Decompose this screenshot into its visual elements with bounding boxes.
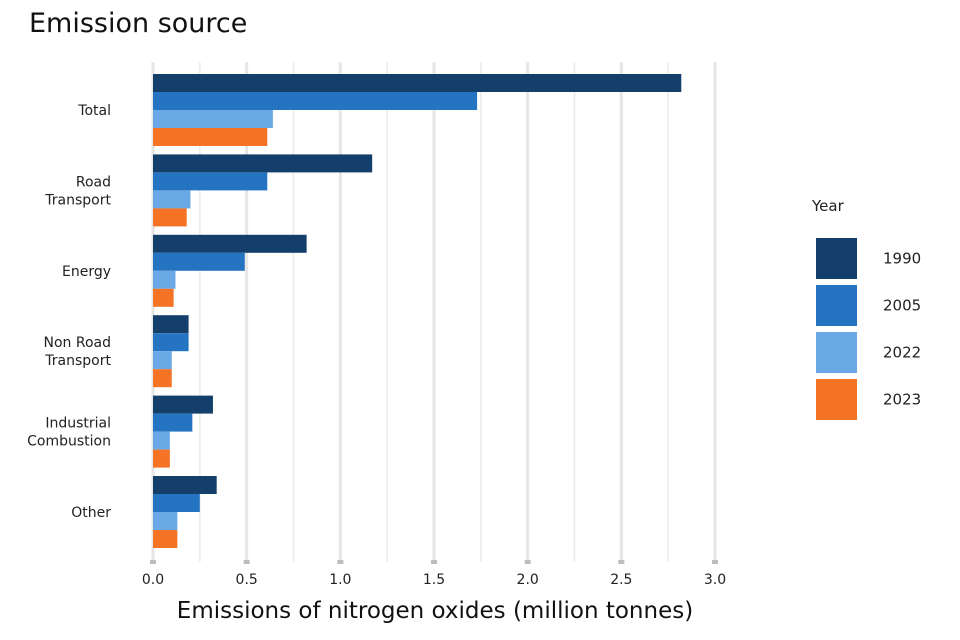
legend-title: Year [811,197,845,215]
chart-title: Emission source [29,8,247,39]
bar-2005-total [153,92,478,110]
bar-2023-total [153,128,268,146]
y-category-label: Total [77,103,111,119]
legend-label-2023: 2023 [883,391,921,409]
y-category-label: Other [71,505,111,521]
bar-2023-non-road-transport [153,369,172,388]
x-tick-label: 1.0 [329,572,351,588]
grid [150,62,718,564]
bar-1990-road-transport [153,154,373,173]
bar-2022-other [153,512,178,530]
legend-swatch-2023 [816,379,857,420]
bar-1990-total [153,74,682,92]
bar-2005-road-transport [153,172,268,191]
bar-2022-non-road-transport [153,351,172,370]
legend-swatch-2022 [816,332,857,373]
y-category-label: Energy [62,264,111,280]
legend-swatch-2005 [816,285,857,326]
legend-swatch-1990 [816,238,857,279]
legend-label-2005: 2005 [883,297,921,315]
x-axis-title: Emissions of nitrogen oxides (million to… [177,598,693,624]
bar-1990-non-road-transport [153,315,189,334]
legend-label-1990: 1990 [883,250,921,268]
legend: Year 1990 2005 2022 2023 [811,197,921,420]
bars [153,74,682,548]
bar-2022-total [153,110,273,128]
y-category-label: Non Road [44,335,112,351]
x-tick-label: 0.0 [142,572,164,588]
bar-2023-energy [153,288,174,307]
bar-2022-industrial-combustion [153,431,170,450]
x-tick-label: 2.0 [517,572,539,588]
x-axis-ticks: 0.0 0.5 1.0 1.5 2.0 2.5 3.0 [142,572,726,588]
x-tick-label: 1.5 [423,572,445,588]
y-category-label: Industrial [45,416,111,432]
y-axis-labels: Total Road Transport Energy Non Road Transpor… [27,103,111,521]
bar-1990-energy [153,234,307,253]
bar-1990-industrial-combustion [153,395,213,414]
bar-1990-other [153,476,217,494]
bar-2023-road-transport [153,208,187,227]
y-category-label: Road [76,174,111,190]
x-tick-label: 2.5 [610,572,632,588]
bar-2005-other [153,494,200,512]
bar-2005-industrial-combustion [153,413,193,432]
bar-2023-industrial-combustion [153,449,170,468]
bar-2023-other [153,530,178,548]
x-tick-label: 3.0 [704,572,726,588]
y-category-label: Transport [44,353,111,369]
bar-2022-energy [153,270,176,289]
bar-2005-energy [153,252,245,271]
legend-label-2022: 2022 [883,344,921,362]
x-tick-label: 0.5 [236,572,258,588]
bar-2022-road-transport [153,190,191,209]
y-category-label: Combustion [27,434,111,450]
y-category-label: Transport [44,192,111,208]
bar-2005-non-road-transport [153,333,189,352]
